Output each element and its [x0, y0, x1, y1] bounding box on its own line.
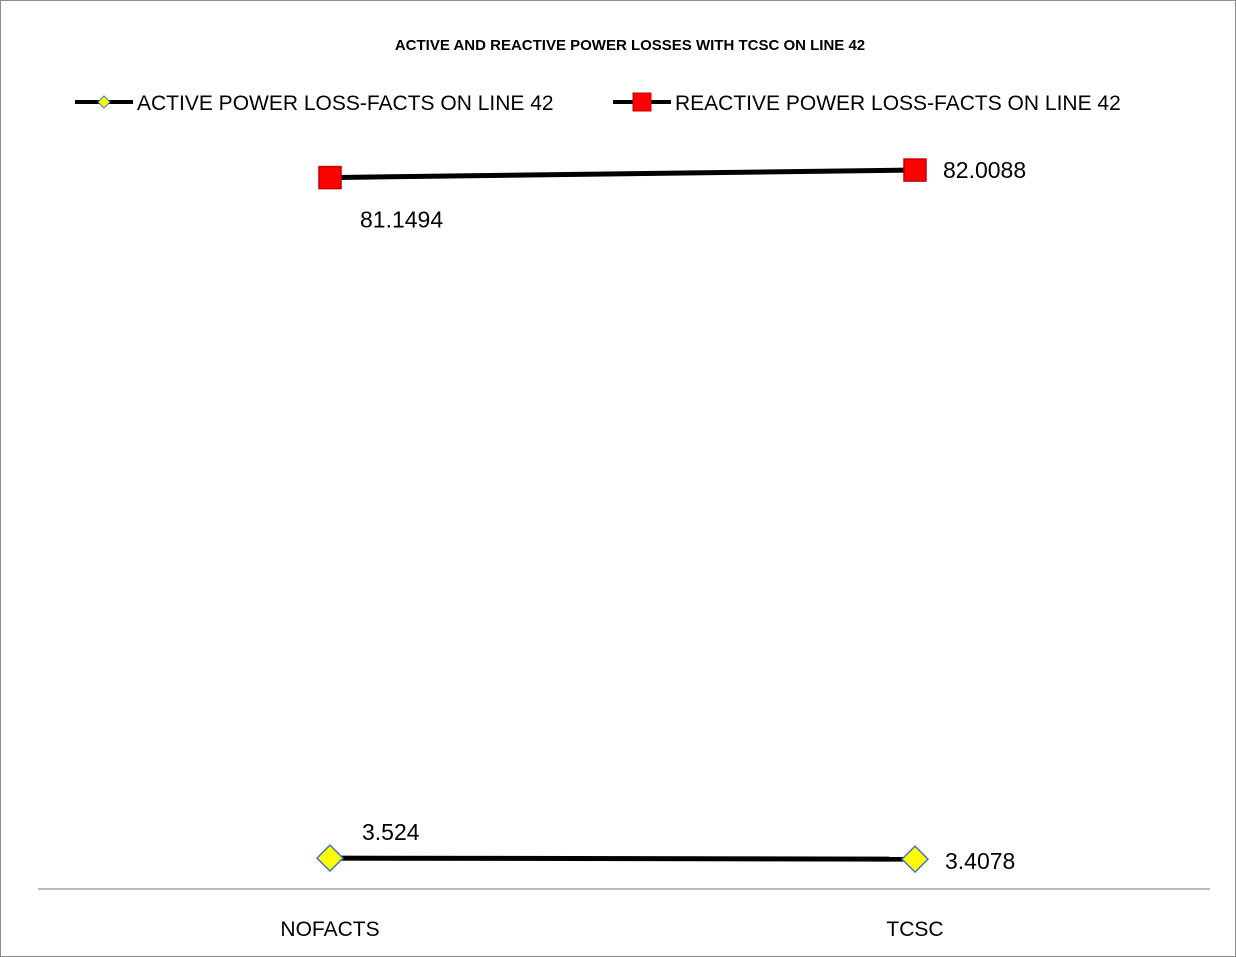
legend-square-marker [632, 92, 652, 112]
series-line-0 [329, 855, 916, 862]
x-tick-label-nofacts: NOFACTS [280, 918, 379, 941]
data-label-series1-nofacts: 81.1494 [360, 207, 443, 233]
data-label-layer: 3.524 3.4078 81.1494 82.0088 [360, 157, 1026, 874]
legend-diamond-marker [97, 95, 111, 109]
legend: ACTIVE POWER LOSS-FACTS ON LINE 42 REACT… [75, 92, 1121, 115]
data-label-series0-tcsc: 3.4078 [945, 848, 1015, 874]
diamond-marker-tcsc [900, 845, 930, 874]
legend-item-reactive: REACTIVE POWER LOSS-FACTS ON LINE 42 [613, 92, 1121, 115]
diamond-marker-nofacts [315, 844, 345, 873]
data-label-series1-tcsc: 82.0088 [943, 157, 1026, 183]
legend-label-reactive: REACTIVE POWER LOSS-FACTS ON LINE 42 [675, 92, 1121, 115]
chart-title: ACTIVE AND REACTIVE POWER LOSSES WITH TC… [395, 37, 865, 54]
x-tick-label-tcsc: TCSC [886, 918, 943, 941]
data-label-series0-nofacts: 3.524 [362, 819, 420, 845]
square-marker-tcsc [903, 158, 927, 182]
series-layer [315, 158, 930, 874]
legend-label-active: ACTIVE POWER LOSS-FACTS ON LINE 42 [137, 92, 554, 115]
series-line-1 [329, 167, 916, 181]
legend-item-active: ACTIVE POWER LOSS-FACTS ON LINE 42 [75, 92, 554, 115]
square-marker-nofacts [318, 165, 342, 190]
